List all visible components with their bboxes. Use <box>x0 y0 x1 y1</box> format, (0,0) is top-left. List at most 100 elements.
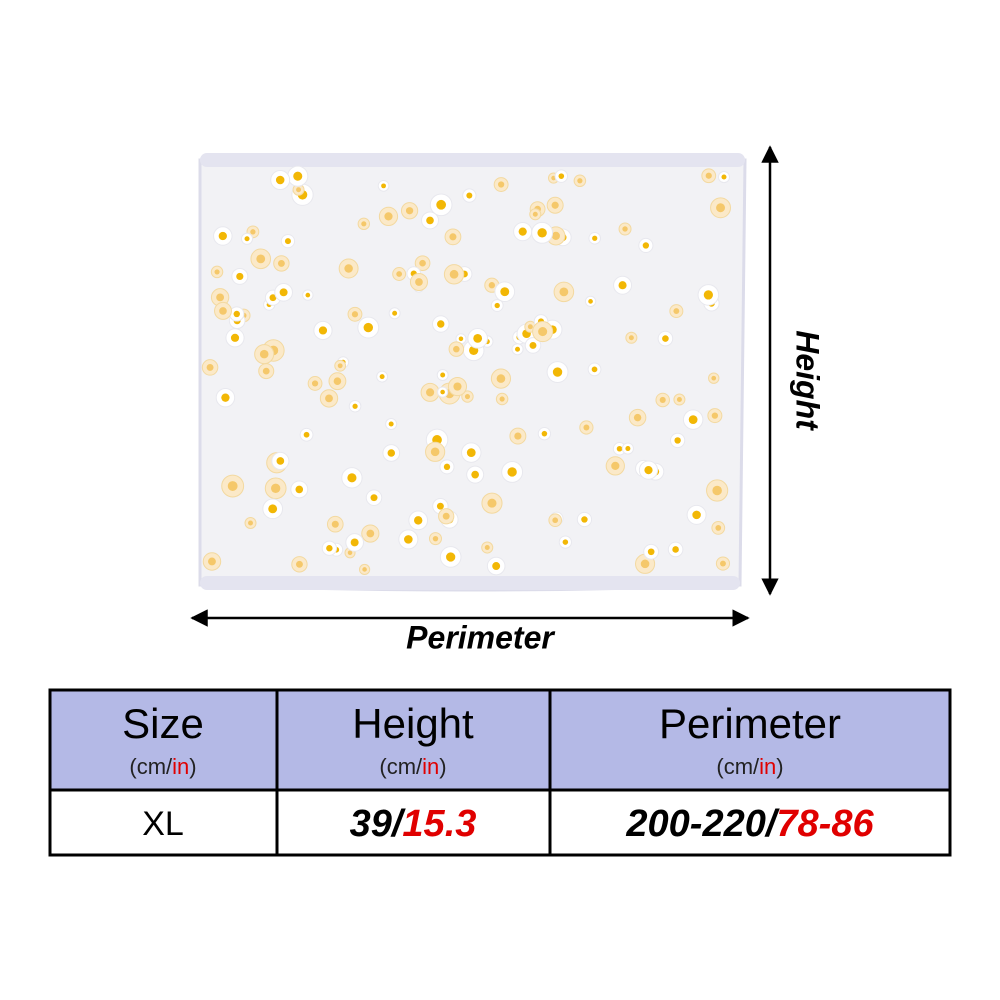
daisy-center <box>344 264 353 273</box>
daisy-center <box>219 307 227 315</box>
daisy-center <box>284 238 291 245</box>
daisy-center <box>551 201 559 209</box>
daisy-center <box>248 520 253 526</box>
daisy-center <box>558 173 565 179</box>
daisy-center <box>361 221 367 227</box>
header-unit: (cm/in) <box>379 754 446 779</box>
daisy-center <box>426 216 434 225</box>
daisy-center <box>437 320 445 328</box>
daisy-center <box>583 424 590 431</box>
daisy-center <box>453 382 462 391</box>
daisy-center <box>303 431 310 438</box>
daisy-center <box>208 557 216 566</box>
daisy-center <box>588 299 593 304</box>
daisy-center <box>719 560 726 567</box>
daisy-center <box>471 470 479 479</box>
daisy-center <box>628 335 634 341</box>
daisy-center <box>449 233 457 241</box>
daisy-center <box>559 287 569 297</box>
daisy-center <box>518 227 527 236</box>
daisy-center <box>436 502 444 510</box>
daisy-center <box>705 172 712 179</box>
daisy-center <box>466 448 476 457</box>
text-part: in <box>172 754 189 779</box>
daisy-center <box>488 282 496 289</box>
daisy-center <box>496 374 506 383</box>
daisy-center <box>591 366 598 373</box>
daisy-center <box>347 473 357 483</box>
daisy-center <box>218 231 227 241</box>
daisy-center <box>592 235 598 241</box>
daisy-center <box>442 512 450 520</box>
text-part: 15.3 <box>402 803 476 845</box>
text-part: in <box>422 754 439 779</box>
daisy-center <box>499 396 505 402</box>
daisy-center <box>419 259 426 267</box>
daisy-center <box>305 292 311 298</box>
daisy-center <box>492 562 501 570</box>
daisy-center <box>256 254 266 264</box>
height-label: Height <box>790 330 826 431</box>
daisy-center <box>370 494 378 502</box>
daisy-center <box>659 396 666 403</box>
daisy-center <box>214 269 220 275</box>
header-title: Height <box>352 700 474 747</box>
daisy-center <box>644 466 653 475</box>
daisy-center <box>453 345 460 353</box>
daisy-center <box>494 302 500 309</box>
daisy-center <box>532 211 538 217</box>
daisy-center <box>711 412 719 419</box>
text-part: ) <box>439 754 446 779</box>
daisy-center <box>363 322 373 333</box>
daisy-center <box>230 333 240 342</box>
garment-bottom-band <box>200 576 740 590</box>
header-unit: (cm/in) <box>716 754 783 779</box>
daisy-center <box>692 510 701 520</box>
text-part: (cm/ <box>716 754 760 779</box>
daisy-center <box>507 467 517 477</box>
daisy-center <box>674 437 681 444</box>
daisy-center <box>351 311 359 318</box>
daisy-center <box>529 341 537 349</box>
daisy-center <box>415 278 423 286</box>
text-part: in <box>759 754 776 779</box>
daisy-center <box>711 375 717 381</box>
daisy-center <box>326 545 333 552</box>
daisy-center <box>537 228 547 238</box>
daisy-center <box>716 203 726 213</box>
daisy-center <box>221 393 230 402</box>
daisy-center <box>618 281 627 290</box>
daisy-center <box>293 171 303 181</box>
header-title: Perimeter <box>659 700 841 747</box>
daisy-center <box>514 432 522 440</box>
daisy-center <box>275 175 285 185</box>
daisy-center <box>647 548 655 556</box>
daisy-center <box>206 363 214 371</box>
daisy-center <box>426 388 435 397</box>
daisy-center <box>259 349 269 359</box>
daisy-center <box>721 174 727 180</box>
daisy-center <box>325 394 333 403</box>
daisy-center <box>625 446 631 452</box>
daisy-center <box>414 516 423 525</box>
daisy-center <box>552 367 563 377</box>
daisy-center <box>379 374 385 380</box>
daisy-center <box>436 199 447 210</box>
garment-body <box>198 153 747 592</box>
daisy-center <box>432 535 439 542</box>
text-part: 200-220/ <box>625 803 779 845</box>
daisy-center <box>279 288 288 297</box>
daisy-center <box>233 310 240 318</box>
daisy-center <box>449 269 459 279</box>
daisy-center <box>296 187 302 193</box>
text-part: ) <box>776 754 783 779</box>
perimeter-label: Perimeter <box>406 619 555 655</box>
daisy-center <box>577 178 583 184</box>
daisy-center <box>271 483 281 493</box>
daisy-center <box>551 231 560 240</box>
daisy-center <box>487 498 497 508</box>
daisy-center <box>541 430 548 437</box>
daisy-center <box>562 539 569 545</box>
